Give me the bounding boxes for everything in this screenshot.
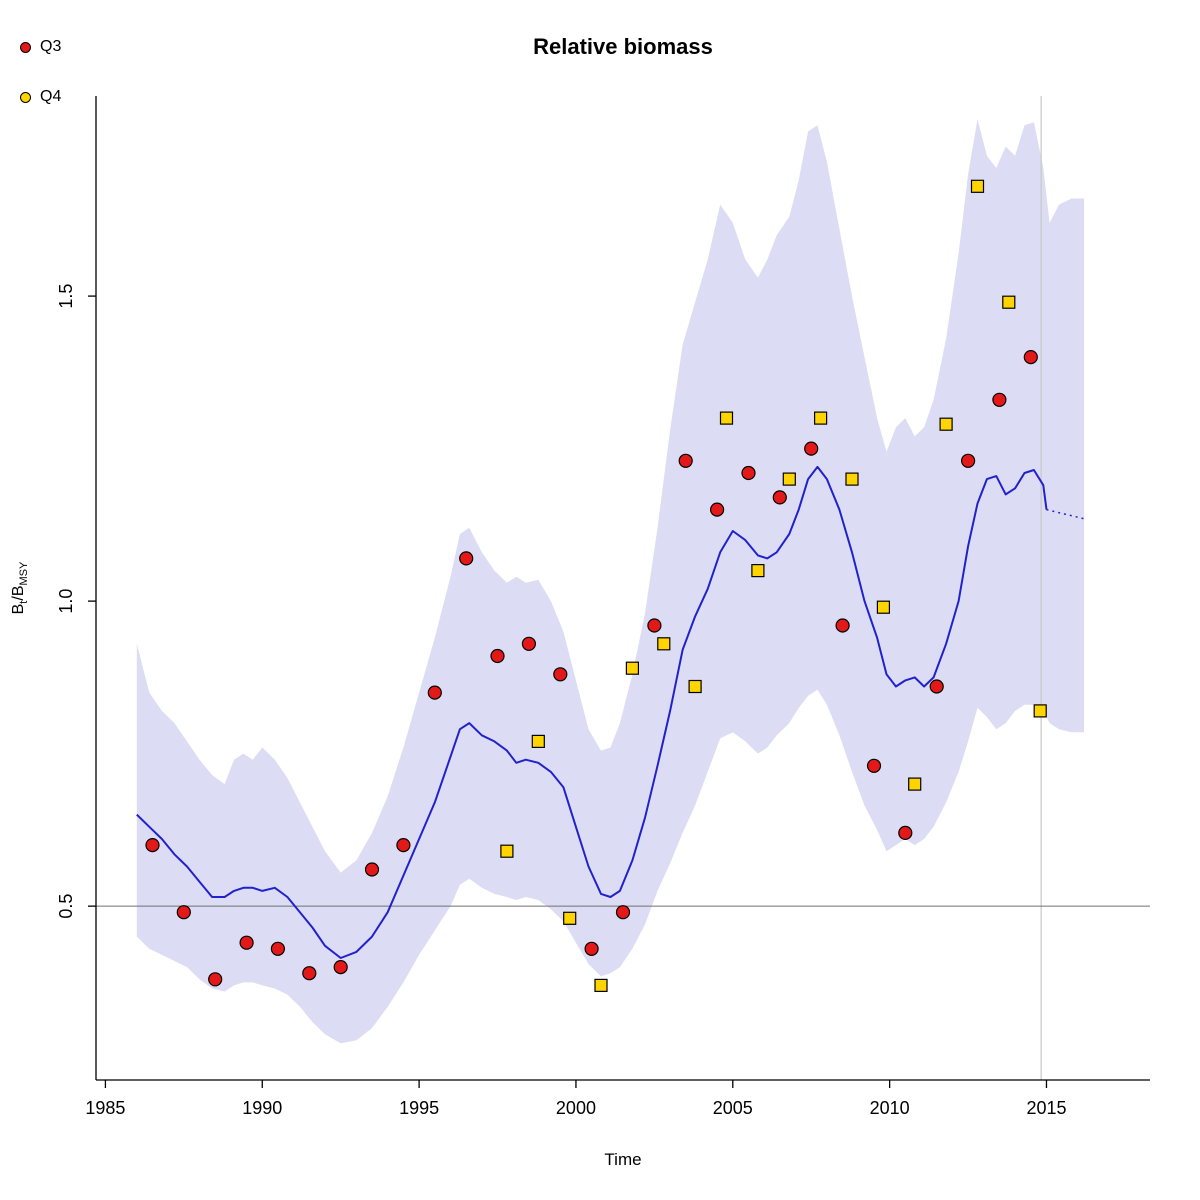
point-q3 bbox=[960, 453, 976, 468]
y-axis-title: Bt/BMSY bbox=[10, 503, 32, 673]
x-axis-title: Time bbox=[604, 1150, 642, 1169]
x-tick-label: 2015 bbox=[1026, 1098, 1066, 1118]
y-axis-title-sub2: MSY bbox=[18, 561, 31, 586]
y-axis-title-sep: / bbox=[10, 596, 27, 601]
legend-item-q3: Q3 bbox=[20, 37, 61, 57]
point-q3 bbox=[929, 679, 944, 694]
point-q3 bbox=[647, 618, 662, 633]
x-tick-label: 2010 bbox=[870, 1098, 910, 1118]
point-q3 bbox=[333, 959, 348, 975]
point-q3 bbox=[145, 837, 160, 853]
point-q3 bbox=[615, 905, 631, 920]
point-q3 bbox=[898, 825, 913, 841]
confidence-band bbox=[136, 119, 1085, 1044]
point-q3 bbox=[804, 441, 819, 456]
point-q3 bbox=[521, 636, 537, 651]
point-q4 bbox=[531, 734, 545, 749]
x-tick-label: 1985 bbox=[85, 1098, 125, 1118]
x-tick-label: 1995 bbox=[399, 1098, 439, 1118]
point-q3 bbox=[427, 685, 442, 700]
median-line bbox=[136, 465, 1048, 959]
legend: Q3 Q4 bbox=[20, 37, 61, 137]
point-q3 bbox=[208, 972, 223, 987]
point-q3 bbox=[1023, 350, 1038, 365]
point-q3 bbox=[992, 392, 1007, 407]
y-tick-label: 0.5 bbox=[56, 894, 76, 919]
point-q3 bbox=[741, 465, 756, 481]
y-axis-title-b1: B bbox=[10, 603, 27, 615]
point-q3 bbox=[459, 551, 474, 566]
point-q3 bbox=[866, 758, 882, 773]
point-q4 bbox=[845, 472, 859, 486]
point-q3 bbox=[772, 490, 787, 505]
forecast-line bbox=[1046, 508, 1085, 520]
point-q4 bbox=[719, 411, 734, 425]
y-axis-title-sub1: t bbox=[18, 600, 31, 604]
chart-title: Relative biomass bbox=[533, 34, 713, 59]
y-axis-title-b2: B bbox=[10, 585, 27, 597]
y-tick-label: 1.5 bbox=[56, 284, 76, 309]
q3-circle-icon bbox=[20, 41, 31, 53]
point-q3 bbox=[709, 502, 725, 517]
point-q4 bbox=[908, 777, 922, 791]
point-q4 bbox=[876, 600, 891, 614]
point-q4 bbox=[939, 417, 953, 431]
point-q3 bbox=[364, 862, 380, 877]
point-q4 bbox=[500, 844, 514, 858]
point-q4 bbox=[813, 411, 828, 425]
point-q4 bbox=[751, 563, 765, 578]
point-q3 bbox=[176, 905, 191, 920]
point-q3 bbox=[835, 618, 850, 633]
point-q4 bbox=[563, 911, 577, 925]
x-tick-label: 1990 bbox=[242, 1098, 282, 1118]
legend-label-q4: Q4 bbox=[40, 88, 62, 105]
legend-item-q4: Q4 bbox=[20, 87, 61, 107]
point-q3 bbox=[553, 667, 568, 682]
point-q4 bbox=[1002, 295, 1016, 309]
q4-circle-icon bbox=[20, 91, 31, 103]
x-tick-label: 2005 bbox=[713, 1098, 753, 1118]
point-q4 bbox=[657, 637, 671, 651]
legend-label-q3: Q3 bbox=[40, 38, 62, 55]
point-q3 bbox=[490, 648, 505, 664]
point-q3 bbox=[584, 941, 599, 956]
point-q4 bbox=[594, 978, 608, 993]
point-q4 bbox=[688, 679, 702, 694]
y-tick-label: 1.0 bbox=[56, 589, 76, 614]
point-q3 bbox=[239, 935, 254, 950]
point-q4 bbox=[625, 661, 640, 675]
point-q3 bbox=[396, 837, 411, 853]
point-q3 bbox=[270, 941, 285, 956]
point-q4 bbox=[1033, 704, 1047, 718]
point-q4 bbox=[970, 179, 985, 193]
x-tick-label: 2000 bbox=[556, 1098, 596, 1118]
point-q4 bbox=[782, 472, 796, 486]
point-q3 bbox=[302, 966, 317, 981]
point-q3 bbox=[678, 453, 693, 468]
